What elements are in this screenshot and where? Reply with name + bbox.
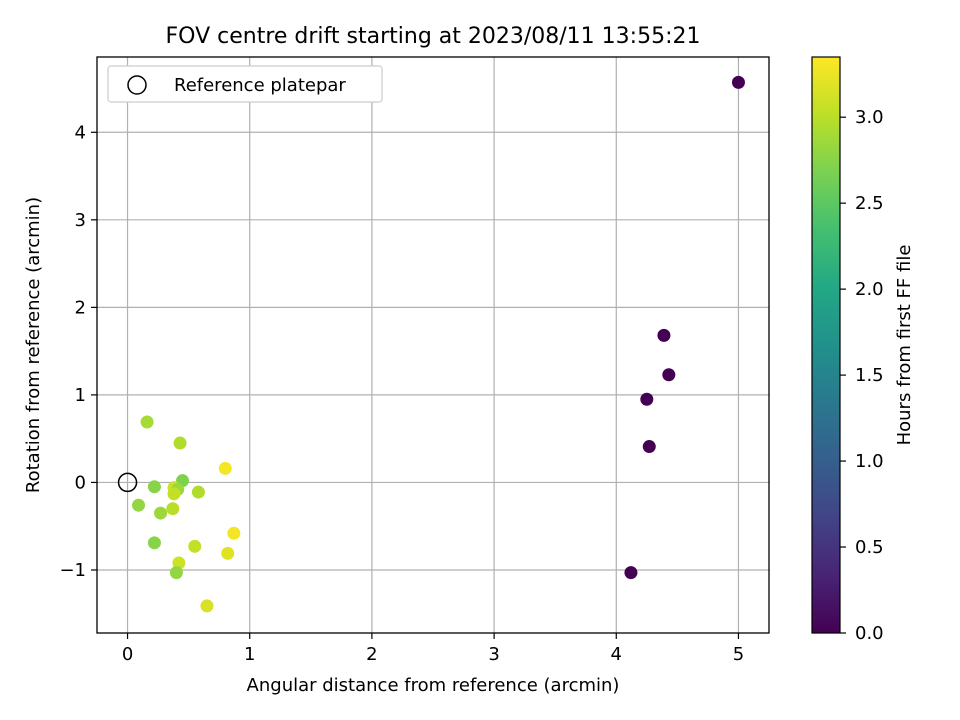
colorbar-tick-label: 3.0 bbox=[855, 107, 884, 128]
y-tick-label: 4 bbox=[75, 122, 86, 143]
data-point bbox=[173, 436, 187, 450]
grid bbox=[97, 57, 769, 633]
colorbar-tick-label: 0.0 bbox=[855, 623, 884, 644]
x-tick-label: 4 bbox=[611, 644, 622, 665]
data-point bbox=[169, 566, 183, 580]
x-tick-label: 3 bbox=[488, 644, 499, 665]
colorbar-tick-label: 1.0 bbox=[855, 451, 884, 472]
colorbar: 0.0 0.5 1.0 1.5 2.0 2.5 3.0 Hours from first F… bbox=[811, 56, 915, 644]
x-tick-label: 0 bbox=[122, 644, 133, 665]
data-points bbox=[132, 75, 745, 613]
data-point bbox=[191, 485, 205, 499]
data-point bbox=[642, 440, 656, 454]
x-tick-label: 2 bbox=[366, 644, 377, 665]
legend-label-reference-platepar: Reference platepar bbox=[174, 75, 346, 96]
x-axis-label: Angular distance from reference (arcmin) bbox=[247, 675, 620, 696]
y-tick-label: 1 bbox=[75, 385, 86, 406]
chart-title: FOV centre drift starting at 2023/08/11 … bbox=[166, 24, 701, 49]
y-tick-label: −1 bbox=[59, 560, 86, 581]
data-point bbox=[147, 536, 161, 550]
data-point bbox=[166, 502, 180, 516]
data-point bbox=[662, 368, 676, 382]
colorbar-label: Hours from first FF file bbox=[894, 245, 915, 446]
colorbar-gradient bbox=[811, 56, 841, 634]
x-tick-label: 5 bbox=[733, 644, 744, 665]
axis-ticks: 0 1 2 3 4 5 −1 0 1 2 3 4 bbox=[59, 122, 744, 665]
data-point bbox=[132, 498, 146, 512]
colorbar-ticks: 0.0 0.5 1.0 1.5 2.0 2.5 3.0 bbox=[840, 107, 884, 644]
data-point bbox=[200, 599, 214, 613]
data-point bbox=[218, 461, 232, 475]
plot-frame bbox=[96, 56, 770, 634]
colorbar-tick-label: 1.5 bbox=[855, 365, 884, 386]
data-point bbox=[624, 566, 638, 580]
colorbar-tick-label: 2.5 bbox=[855, 193, 884, 214]
data-point bbox=[147, 480, 161, 494]
colorbar-tick-label: 0.5 bbox=[855, 537, 884, 558]
data-point bbox=[140, 415, 154, 429]
data-point bbox=[657, 328, 671, 342]
reference-platepar-marker bbox=[117, 472, 138, 493]
data-point bbox=[221, 546, 235, 560]
x-tick-label: 1 bbox=[244, 644, 255, 665]
y-axis-label: Rotation from reference (arcmin) bbox=[23, 197, 44, 493]
data-point bbox=[227, 526, 241, 540]
colorbar-tick-label: 2.0 bbox=[855, 279, 884, 300]
data-point bbox=[188, 539, 202, 553]
y-tick-label: 0 bbox=[75, 472, 86, 493]
data-point bbox=[731, 75, 745, 89]
data-point bbox=[154, 506, 168, 520]
legend: Reference platepar bbox=[107, 65, 383, 103]
data-point bbox=[640, 392, 654, 406]
y-tick-label: 2 bbox=[75, 297, 86, 318]
legend-marker-reference-platepar bbox=[127, 75, 147, 95]
y-tick-label: 3 bbox=[75, 210, 86, 231]
data-point bbox=[167, 487, 181, 501]
legend-box bbox=[107, 65, 383, 103]
